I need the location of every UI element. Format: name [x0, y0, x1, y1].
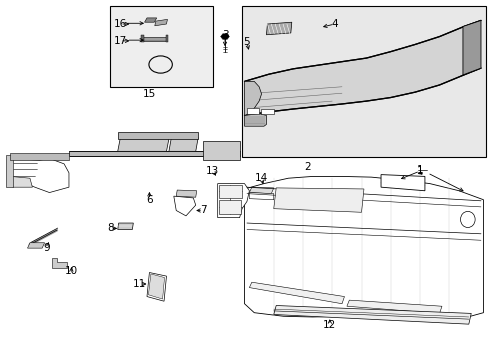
Polygon shape	[220, 34, 229, 39]
Text: 15: 15	[142, 89, 156, 99]
Polygon shape	[244, 21, 480, 116]
Polygon shape	[148, 274, 164, 299]
Text: 7: 7	[199, 206, 206, 216]
FancyBboxPatch shape	[110, 6, 212, 87]
Text: 10: 10	[65, 266, 78, 276]
Polygon shape	[10, 153, 69, 160]
Polygon shape	[273, 306, 470, 324]
Polygon shape	[244, 176, 483, 320]
Polygon shape	[5, 155, 13, 187]
Polygon shape	[249, 193, 273, 200]
Text: 12: 12	[323, 320, 336, 330]
Text: 14: 14	[254, 173, 267, 183]
Polygon shape	[168, 138, 198, 151]
Polygon shape	[218, 185, 242, 198]
Polygon shape	[244, 81, 261, 116]
Polygon shape	[118, 223, 133, 229]
Polygon shape	[118, 139, 168, 151]
Polygon shape	[273, 188, 363, 212]
Polygon shape	[217, 184, 249, 218]
Text: 5: 5	[243, 37, 250, 47]
Polygon shape	[266, 22, 291, 35]
Polygon shape	[69, 150, 239, 156]
Polygon shape	[10, 158, 69, 193]
Text: 13: 13	[206, 166, 219, 176]
Text: 9: 9	[43, 243, 50, 253]
Polygon shape	[203, 140, 239, 160]
Text: 16: 16	[113, 19, 126, 29]
Text: 11: 11	[133, 279, 146, 289]
Text: 8: 8	[107, 224, 114, 233]
Text: 1: 1	[416, 165, 423, 175]
Polygon shape	[27, 243, 44, 248]
Polygon shape	[249, 282, 344, 304]
Polygon shape	[244, 114, 266, 126]
Text: 3: 3	[221, 30, 228, 40]
Polygon shape	[261, 109, 273, 114]
Polygon shape	[155, 19, 167, 26]
Polygon shape	[144, 18, 157, 22]
Polygon shape	[142, 37, 166, 41]
Text: 1: 1	[416, 166, 423, 176]
Polygon shape	[346, 300, 441, 314]
Polygon shape	[118, 132, 198, 139]
Polygon shape	[218, 200, 241, 214]
Polygon shape	[380, 175, 424, 191]
Polygon shape	[462, 21, 480, 75]
FancyBboxPatch shape	[242, 6, 485, 157]
Polygon shape	[165, 36, 168, 42]
Polygon shape	[52, 258, 66, 268]
Text: 4: 4	[331, 19, 337, 29]
Polygon shape	[176, 190, 196, 197]
Ellipse shape	[460, 211, 474, 228]
Text: 2: 2	[304, 162, 310, 172]
Polygon shape	[173, 196, 195, 216]
Polygon shape	[141, 36, 144, 42]
Polygon shape	[147, 273, 166, 301]
Text: 17: 17	[113, 36, 126, 46]
Text: 6: 6	[146, 195, 152, 205]
Polygon shape	[10, 176, 32, 187]
Polygon shape	[249, 187, 273, 194]
Polygon shape	[246, 108, 259, 114]
